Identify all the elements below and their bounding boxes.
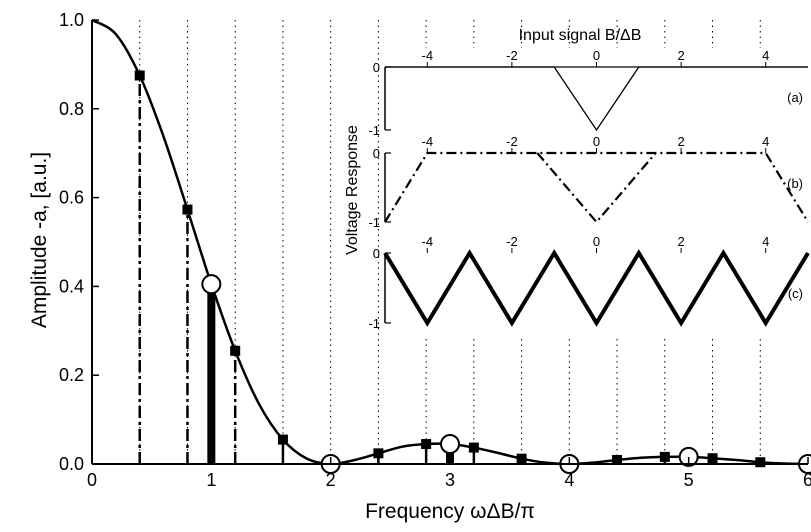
inset-y-tick-label: 0 [373,246,380,261]
filled-square-marker [373,448,384,459]
inset-panel-tick-label: 2 [677,134,684,149]
inset-top-tick-label: 0 [593,48,600,63]
inset-panel-tag: (a) [787,90,803,105]
inset-panel-tick-label: -4 [422,234,434,249]
filled-square-marker [707,453,718,464]
x-tick-label: 5 [684,470,694,490]
inset-panel-tick-label: 4 [762,234,769,249]
inset-top-tick-label: 4 [762,48,769,63]
inset-y-axis-title: Voltage Response [344,125,361,255]
filled-square-marker [516,453,527,464]
x-tick-label: 6 [803,470,811,490]
filled-square-marker [468,442,479,453]
filled-square-marker [659,451,670,462]
inset-top-tick-label: -4 [422,48,434,63]
inset-panel-tick-label: -2 [506,134,518,149]
inset-y-tick-label: -1 [368,316,380,331]
inset-y-tick-label: 0 [373,60,380,75]
inset-panel-tick-label: 2 [677,234,684,249]
inset-signal-line [384,151,809,223]
inset-y-tick-label: -1 [368,123,380,138]
x-tick-label: 4 [564,470,574,490]
inset-top-tick-label: 2 [677,48,684,63]
inset-signal-line [383,249,810,327]
open-circle-marker [440,434,460,455]
inset-panel-tick-label: -4 [422,134,434,149]
inset-panel-tick-label: 4 [762,134,769,149]
y-tick-label: 0.6 [59,188,84,208]
y-axis-title: Amplitude -a, [a.u.] [28,152,51,328]
inset-panel-tick-label: 0 [593,134,600,149]
y-tick-label: 0.0 [59,454,84,474]
y-tick-label: 0.8 [59,99,84,119]
inset-panel-tick-label: -2 [506,234,518,249]
filled-square-marker [182,204,193,215]
inset-panel-tag: (c) [788,286,803,301]
inset-background [385,48,808,338]
main-ticks: 0 1 2 3 4 5 6 0.0 0.2 0.4 0.6 0.8 1.0 [59,10,811,490]
y-tick-label: 1.0 [59,10,84,30]
filled-square-marker [755,457,766,468]
y-tick-label: 0.2 [59,365,84,385]
filled-square-marker [277,434,288,445]
filled-square-marker [612,455,623,466]
filled-square-marker [421,439,432,450]
inset-signal-line [385,66,808,132]
inset-title: Input signal B/ΔB [519,27,642,44]
inset: -4 -2 0 2 4 0 -1 (a) 0 -1 -4 -2 0 2 4 (b) 0 -1 -4 -2 0 2 4 (c) [368,48,810,338]
filled-square-marker [134,70,145,81]
x-tick-label: 1 [206,470,216,490]
x-tick-label: 0 [87,470,97,490]
thick-stem-bar [207,284,216,464]
x-tick-label: 3 [445,470,455,490]
filled-square-marker [230,345,241,356]
inset-top-tick-label: -2 [506,48,518,63]
y-tick-label: 0.4 [59,276,84,296]
inset-panel-tick-label: 0 [593,234,600,249]
inset-y-tick-label: 0 [373,146,380,161]
open-circle-marker [201,274,222,295]
open-circle-marker [678,446,699,467]
x-axis-title: Frequency ωΔB/π [365,500,535,523]
inset-panel-tag: (b) [787,176,803,191]
x-tick-label: 2 [326,470,336,490]
inset-y-tick-label: -1 [368,215,380,230]
